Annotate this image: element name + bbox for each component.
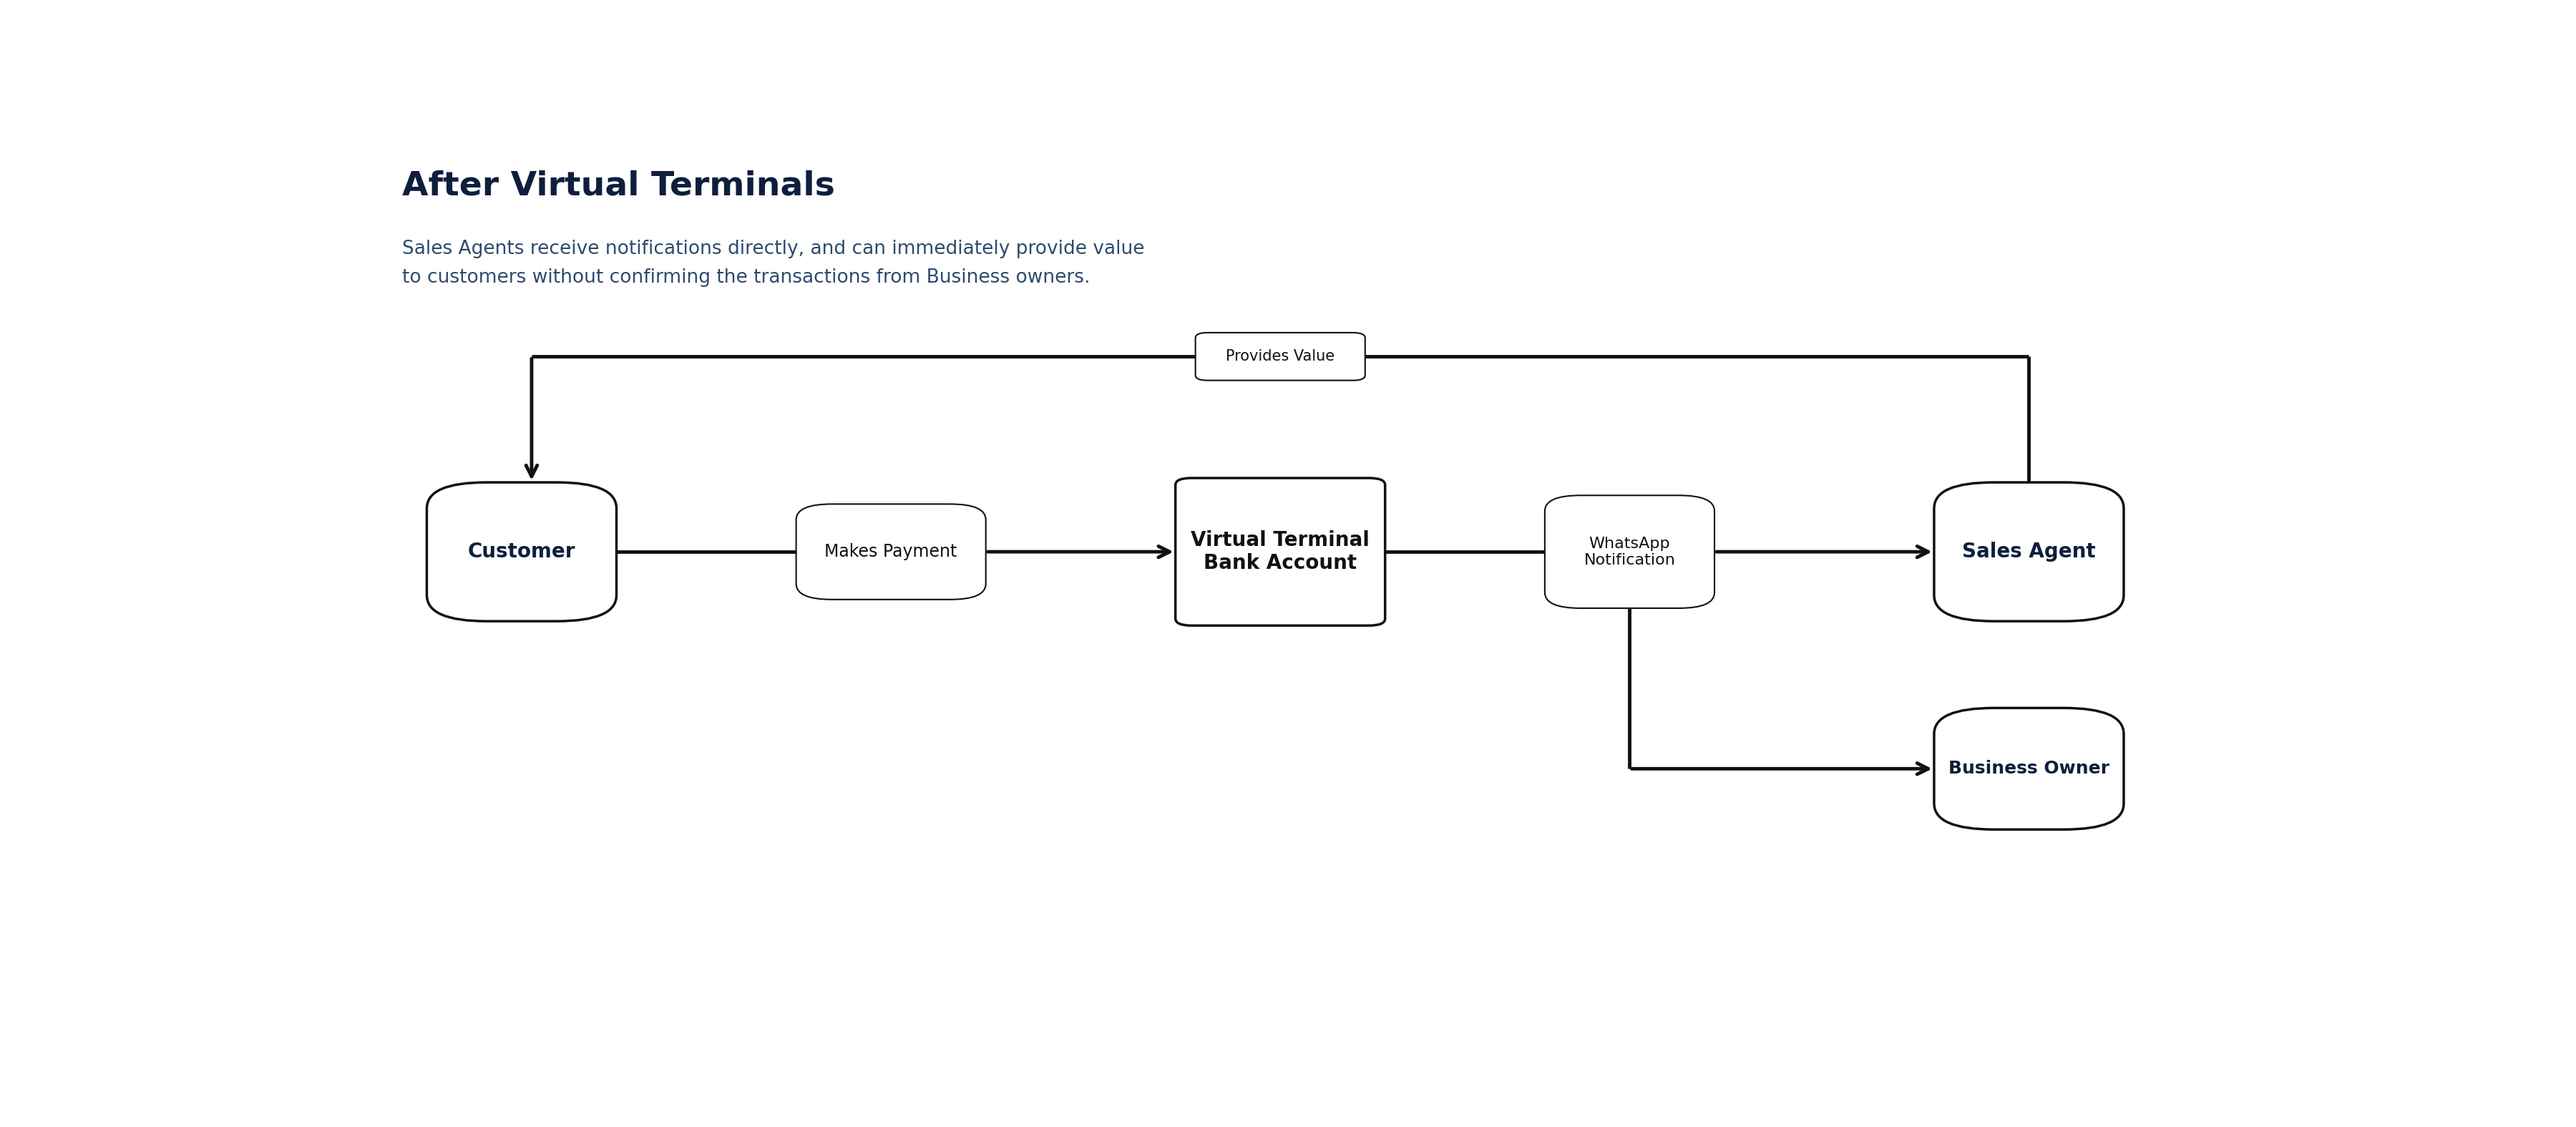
Text: Customer: Customer xyxy=(469,542,574,561)
FancyBboxPatch shape xyxy=(1935,708,2123,829)
Text: After Virtual Terminals: After Virtual Terminals xyxy=(402,170,835,202)
FancyBboxPatch shape xyxy=(1175,478,1386,625)
Text: Provides Value: Provides Value xyxy=(1226,349,1334,364)
FancyBboxPatch shape xyxy=(428,482,616,621)
Text: Sales Agents receive notifications directly, and can immediately provide value
t: Sales Agents receive notifications direc… xyxy=(402,239,1144,286)
FancyBboxPatch shape xyxy=(1935,482,2123,621)
FancyBboxPatch shape xyxy=(796,504,987,600)
FancyBboxPatch shape xyxy=(1546,496,1716,609)
Text: Sales Agent: Sales Agent xyxy=(1963,542,2097,561)
Text: WhatsApp
Notification: WhatsApp Notification xyxy=(1584,536,1674,567)
Text: Makes Payment: Makes Payment xyxy=(824,543,958,560)
FancyBboxPatch shape xyxy=(1195,332,1365,381)
Text: Virtual Terminal
Bank Account: Virtual Terminal Bank Account xyxy=(1190,530,1370,574)
Text: Business Owner: Business Owner xyxy=(1947,760,2110,778)
